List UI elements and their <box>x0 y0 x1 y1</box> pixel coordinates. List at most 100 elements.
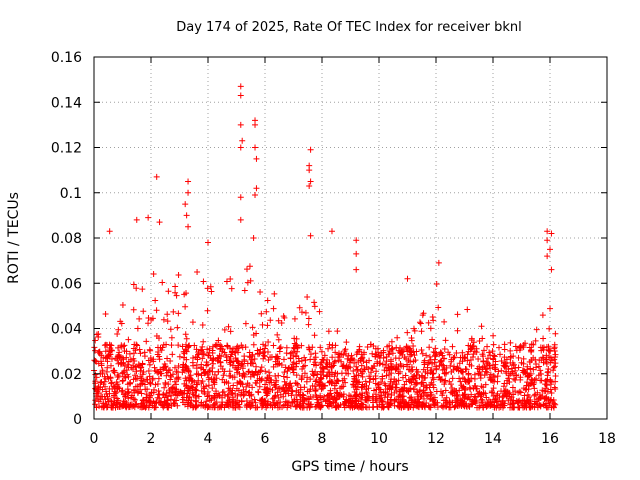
data-point <box>130 281 137 288</box>
data-point <box>270 363 277 370</box>
data-point <box>439 352 446 359</box>
data-point <box>370 387 377 394</box>
data-point <box>246 389 253 396</box>
data-point <box>332 349 339 356</box>
data-point <box>388 338 395 345</box>
data-point <box>182 201 189 208</box>
data-point <box>210 378 217 385</box>
data-point <box>294 348 301 355</box>
data-point <box>543 395 550 402</box>
data-point <box>464 357 471 364</box>
data-point <box>537 367 544 374</box>
data-point <box>238 342 245 349</box>
data-point <box>277 391 284 398</box>
data-point <box>228 389 235 396</box>
data-point <box>454 311 461 318</box>
data-point <box>552 373 559 380</box>
data-point <box>215 368 222 375</box>
data-point <box>253 185 260 192</box>
data-point <box>533 326 540 333</box>
data-point <box>427 356 434 363</box>
plot-frame <box>93 56 608 420</box>
data-point <box>218 343 225 350</box>
data-point <box>97 384 104 391</box>
data-point <box>408 363 415 370</box>
data-point <box>157 370 164 377</box>
data-point <box>256 350 263 357</box>
data-point <box>122 390 129 397</box>
data-point <box>449 375 456 382</box>
data-point <box>136 315 143 322</box>
data-point <box>419 379 426 386</box>
data-point <box>466 396 473 403</box>
data-point <box>115 326 122 333</box>
data-point <box>194 356 201 363</box>
data-point <box>316 379 323 386</box>
x-axis-label: GPS time / hours <box>291 459 408 475</box>
data-point <box>381 380 388 387</box>
data-point <box>335 354 342 361</box>
data-point <box>156 353 163 360</box>
data-point <box>470 385 477 392</box>
data-point <box>151 386 158 393</box>
data-point <box>211 371 218 378</box>
data-point <box>322 398 329 405</box>
data-point <box>404 363 411 370</box>
data-point <box>275 317 282 324</box>
data-point <box>258 310 265 317</box>
data-point <box>490 392 497 399</box>
data-point <box>516 404 523 411</box>
data-point <box>446 378 453 385</box>
data-point <box>262 381 269 388</box>
data-point <box>304 293 311 300</box>
data-point <box>239 365 246 372</box>
data-point <box>411 373 418 380</box>
data-point <box>389 350 396 357</box>
data-point <box>358 384 365 391</box>
data-point <box>158 347 165 354</box>
data-point <box>241 287 248 294</box>
data-point <box>165 381 172 388</box>
data-point <box>407 351 414 358</box>
data-point <box>206 368 213 375</box>
data-point <box>485 355 492 362</box>
data-point <box>387 396 394 403</box>
data-point <box>318 348 325 355</box>
data-point <box>262 342 269 349</box>
data-point <box>383 358 390 365</box>
data-point <box>311 332 318 339</box>
data-point <box>106 348 113 355</box>
data-point <box>380 388 387 395</box>
data-point <box>260 341 267 348</box>
data-point <box>149 376 156 383</box>
data-point <box>125 388 132 395</box>
data-point <box>189 319 196 326</box>
data-point <box>487 402 494 409</box>
data-point <box>520 367 527 374</box>
data-point <box>387 382 394 389</box>
data-point <box>490 332 497 339</box>
data-point <box>237 194 244 201</box>
data-point <box>221 368 228 375</box>
data-point <box>335 392 342 399</box>
data-point <box>396 404 403 411</box>
data-point <box>541 388 548 395</box>
data-point <box>280 373 287 380</box>
data-point <box>527 347 534 354</box>
data-point <box>133 285 140 292</box>
data-point <box>509 368 516 375</box>
data-point <box>146 361 153 368</box>
data-point <box>250 332 257 339</box>
data-point <box>226 357 233 364</box>
data-point <box>155 375 162 382</box>
data-point <box>256 375 263 382</box>
data-point <box>448 368 455 375</box>
data-point <box>476 338 483 345</box>
data-point <box>121 348 128 355</box>
data-point <box>221 326 228 333</box>
data-point <box>433 388 440 395</box>
data-point <box>189 354 196 361</box>
data-point <box>443 399 450 406</box>
data-point <box>133 368 140 375</box>
data-point <box>379 373 386 380</box>
